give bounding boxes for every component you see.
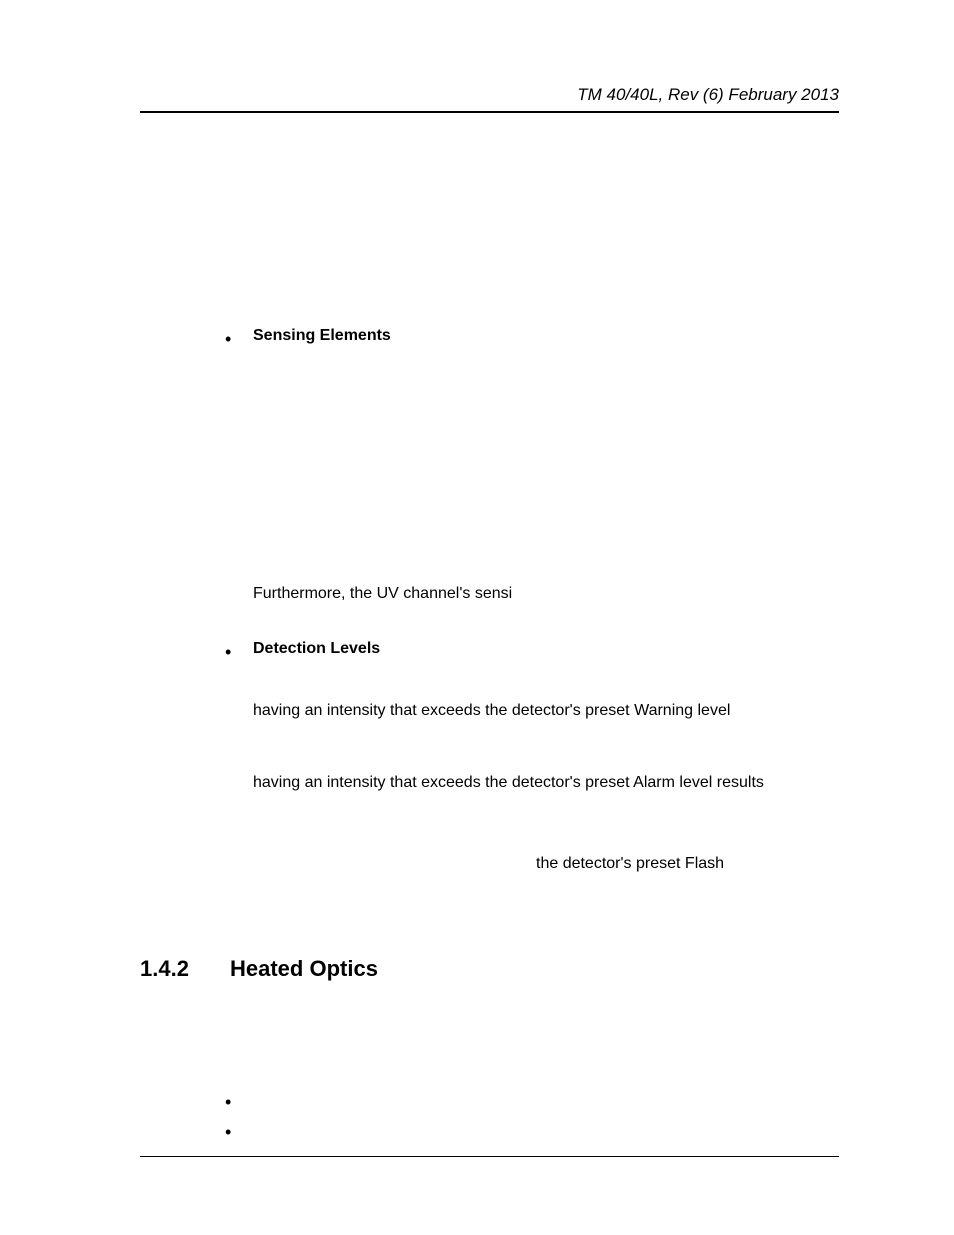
header-rule — [140, 111, 839, 113]
body-fragment-2: having an intensity that exceeds the det… — [253, 699, 839, 723]
header-text: TM 40/40L, Rev (6) February 2013 — [140, 85, 839, 111]
bullet-label: Detection Levels — [253, 640, 380, 658]
section-heading: 1.4.2 Heated Optics — [140, 956, 839, 982]
page-content: Sensing Elements Furthermore, the UV cha… — [140, 130, 839, 1145]
section-number: 1.4.2 — [140, 956, 230, 982]
bullet-item-empty-2 — [225, 1120, 839, 1145]
body-fragment-3: having an intensity that exceeds the det… — [253, 771, 839, 795]
bullet-icon — [225, 1090, 253, 1115]
body-fragment-1: Furthermore, the UV channel's sensi — [253, 582, 839, 606]
bullet-icon — [225, 1120, 253, 1145]
bullet-item-sensing: Sensing Elements — [225, 327, 839, 352]
bullet-label: Sensing Elements — [253, 327, 391, 345]
section-title: Heated Optics — [230, 956, 378, 982]
footer-rule — [140, 1156, 839, 1157]
bullet-item-detection: Detection Levels — [225, 640, 839, 665]
bullet-item-empty-1 — [225, 1090, 839, 1115]
page-header: TM 40/40L, Rev (6) February 2013 — [140, 85, 839, 113]
bullet-icon — [225, 640, 253, 665]
body-fragment-4: the detector's preset Flash — [253, 852, 839, 876]
page: TM 40/40L, Rev (6) February 2013 Sensing… — [0, 0, 954, 1235]
bullet-icon — [225, 327, 253, 352]
